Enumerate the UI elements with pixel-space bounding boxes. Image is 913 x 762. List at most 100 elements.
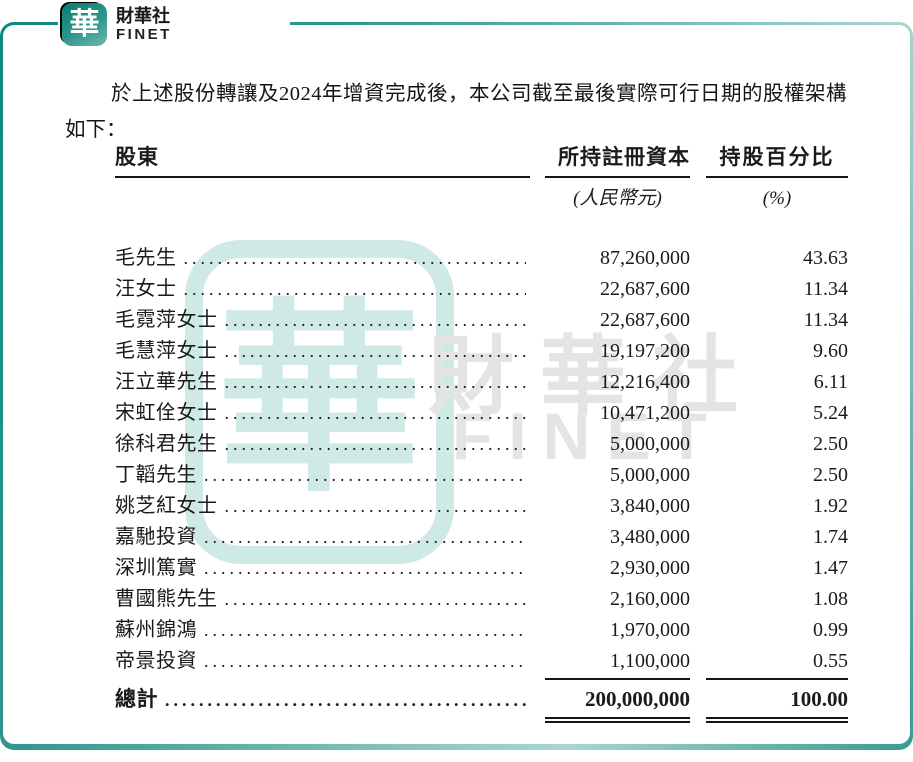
subheader-rmb-unit: (人民幣元) [573, 188, 662, 209]
table-subheader-row: (人民幣元) (%) [115, 183, 848, 210]
header-registered-capital: 所持註冊資本 [545, 141, 690, 178]
shareholder-cell: 嘉馳投資 [115, 520, 530, 549]
shareholding-table: 股東 所持註冊資本 持股百分比 (人民幣元) (%) 毛先生 87,260,00… [115, 141, 848, 723]
shareholder-cell: 曹國熊先生 [115, 582, 530, 611]
dot-leader [225, 589, 527, 610]
capital-value: 2,930,000 [610, 557, 690, 579]
shareholder-cell: 帝景投資 [115, 644, 530, 673]
intro-line-2: 如下： [65, 118, 127, 141]
total-capital-value: 200,000,000 [545, 678, 690, 723]
percent-value: 1.47 [813, 557, 848, 579]
shareholder-name: 深圳篤實 [115, 557, 197, 579]
total-label: 總計 [115, 687, 158, 711]
table-header-row: 股東 所持註冊資本 持股百分比 [115, 141, 848, 178]
dot-leader [184, 279, 527, 300]
table-row: 姚芝紅女士 3,840,000 1.92 [115, 489, 848, 520]
table-row: 曹國熊先生 2,160,000 1.08 [115, 582, 848, 613]
dot-leader [204, 558, 526, 579]
percent-value: 1.74 [813, 526, 848, 548]
shareholder-cell: 深圳篤實 [115, 551, 530, 580]
header-shareholding-percent: 持股百分比 [706, 141, 848, 178]
dot-leader [204, 465, 526, 486]
shareholder-cell: 汪立華先生 [115, 365, 530, 394]
capital-value: 1,970,000 [610, 619, 690, 641]
capital-value: 3,480,000 [610, 526, 690, 548]
brand-name-en: FINET [116, 26, 172, 43]
dot-leader [204, 651, 526, 672]
capital-value: 87,260,000 [600, 247, 690, 269]
finet-brand-header: 華 財華社 FINET [58, 0, 290, 50]
capital-value: 22,687,600 [600, 278, 690, 300]
shareholder-cell: 姚芝紅女士 [115, 489, 530, 518]
percent-value: 43.63 [803, 247, 848, 269]
dot-leader [225, 310, 527, 331]
table-row: 蘇州錦鴻 1,970,000 0.99 [115, 613, 848, 644]
dot-leader [225, 341, 527, 362]
percent-value: 11.34 [803, 278, 848, 300]
dot-leader [184, 248, 527, 269]
table-rows: 毛先生 87,260,000 43.63 汪女士 22,687,600 11.3… [115, 241, 848, 675]
table-row: 毛先生 87,260,000 43.63 [115, 241, 848, 272]
table-row: 深圳篤實 2,930,000 1.47 [115, 551, 848, 582]
percent-value: 2.50 [813, 433, 848, 455]
table-row: 汪立華先生 12,216,400 6.11 [115, 365, 848, 396]
total-label-cell: 總計 [115, 683, 530, 713]
percent-value: 0.99 [813, 619, 848, 641]
shareholder-cell: 宋虹佺女士 [115, 396, 530, 425]
table-row: 毛霓萍女士 22,687,600 11.34 [115, 303, 848, 334]
finet-logo-icon: 華 [62, 3, 107, 46]
shareholder-cell: 蘇州錦鴻 [115, 613, 530, 642]
table-row: 汪女士 22,687,600 11.34 [115, 272, 848, 303]
shareholder-name: 曹國熊先生 [115, 588, 218, 610]
capital-value: 10,471,200 [600, 402, 690, 424]
percent-value: 2.50 [813, 464, 848, 486]
percent-value: 0.55 [813, 650, 848, 672]
total-percent-value: 100.00 [706, 678, 848, 723]
shareholder-cell: 毛霓萍女士 [115, 303, 530, 332]
subheader-percent-unit: (%) [762, 188, 792, 209]
capital-value: 19,197,200 [600, 340, 690, 362]
dot-leader [204, 527, 526, 548]
table-row: 徐科君先生 5,000,000 2.50 [115, 427, 848, 458]
table-row: 丁韜先生 5,000,000 2.50 [115, 458, 848, 489]
capital-value: 12,216,400 [600, 371, 690, 393]
shareholder-name: 宋虹佺女士 [115, 402, 218, 424]
percent-value: 9.60 [813, 340, 848, 362]
dot-leader [204, 620, 526, 641]
percent-value: 11.34 [803, 309, 848, 331]
capital-value: 22,687,600 [600, 309, 690, 331]
shareholder-name: 嘉馳投資 [115, 526, 197, 548]
percent-value: 1.92 [813, 495, 848, 517]
shareholder-name: 汪女士 [115, 278, 177, 300]
shareholder-name: 丁韜先生 [115, 464, 197, 486]
dot-leader [225, 434, 527, 455]
shareholder-name: 毛慧萍女士 [115, 340, 218, 362]
shareholder-cell: 毛先生 [115, 241, 530, 270]
table-total-row: 總計 200,000,000 100.00 [115, 678, 848, 723]
intro-paragraph: 於上述股份轉讓及2024年增資完成後，本公司截至最後實際可行日期的股權架構 如下… [65, 76, 857, 148]
shareholder-cell: 毛慧萍女士 [115, 334, 530, 363]
shareholder-name: 姚芝紅女士 [115, 495, 218, 517]
table-row: 毛慧萍女士 19,197,200 9.60 [115, 334, 848, 365]
shareholder-name: 帝景投資 [115, 650, 197, 672]
percent-value: 6.11 [813, 371, 848, 393]
percent-value: 1.08 [813, 588, 848, 610]
capital-value: 1,100,000 [610, 650, 690, 672]
dot-leader [225, 372, 527, 393]
table-row: 帝景投資 1,100,000 0.55 [115, 644, 848, 675]
percent-value: 5.24 [813, 402, 848, 424]
finet-brand-text: 財華社 FINET [116, 6, 172, 43]
table-row: 宋虹佺女士 10,471,200 5.24 [115, 396, 848, 427]
header-shareholder: 股東 [115, 141, 530, 178]
capital-value: 3,840,000 [610, 495, 690, 517]
capital-value: 5,000,000 [610, 464, 690, 486]
shareholder-name: 毛霓萍女士 [115, 309, 218, 331]
shareholder-cell: 汪女士 [115, 272, 530, 301]
intro-line-1: 於上述股份轉讓及2024年增資完成後，本公司截至最後實際可行日期的股權架構 [111, 82, 847, 105]
table-row: 嘉馳投資 3,480,000 1.74 [115, 520, 848, 551]
shareholder-name: 蘇州錦鴻 [115, 619, 197, 641]
dot-leader [165, 690, 526, 711]
shareholder-name: 毛先生 [115, 247, 177, 269]
capital-value: 2,160,000 [610, 588, 690, 610]
